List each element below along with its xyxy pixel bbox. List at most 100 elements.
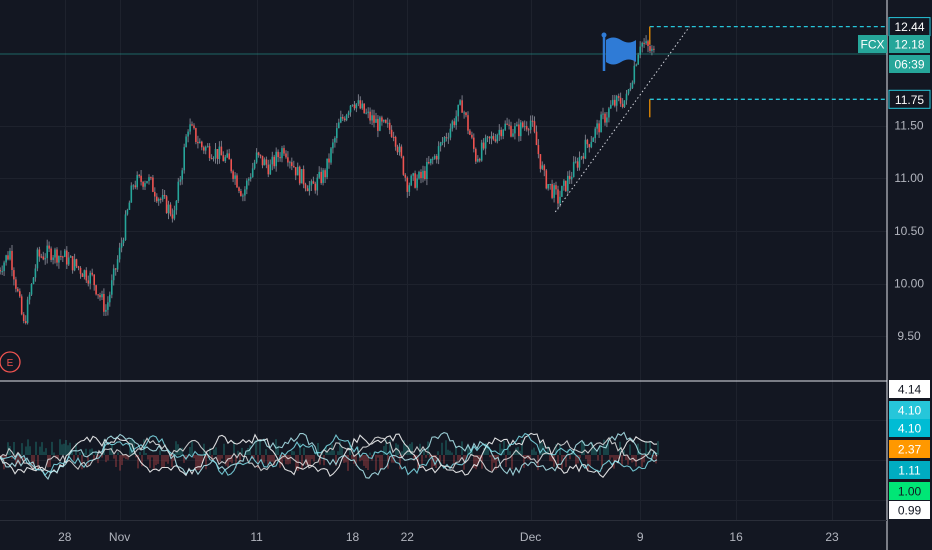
osc-tag bbox=[889, 440, 930, 458]
candle-body bbox=[83, 270, 86, 277]
osc-tag bbox=[889, 419, 930, 437]
candle-body bbox=[193, 125, 195, 129]
candle-body bbox=[531, 120, 534, 122]
candle-body bbox=[105, 309, 107, 312]
candle-body bbox=[157, 198, 160, 202]
candle-body bbox=[631, 82, 634, 89]
candle-body bbox=[580, 156, 583, 158]
candle-body bbox=[610, 104, 612, 109]
candle-body bbox=[322, 170, 324, 183]
candle-body bbox=[388, 122, 391, 130]
candle-body bbox=[175, 200, 178, 211]
candle-body bbox=[60, 256, 62, 257]
earnings-marker[interactable]: E bbox=[0, 351, 21, 373]
candle-body bbox=[508, 124, 510, 126]
candle-body bbox=[19, 291, 21, 297]
candle-body bbox=[420, 171, 422, 179]
level-tag-label: 12.44 bbox=[894, 20, 924, 34]
candle-body bbox=[608, 108, 610, 118]
candle-body bbox=[187, 131, 189, 137]
candle-body bbox=[643, 42, 645, 44]
candle-body bbox=[109, 294, 111, 303]
candle-body bbox=[185, 136, 187, 147]
candle-body bbox=[234, 175, 236, 179]
candle-body bbox=[621, 103, 624, 107]
candle-body bbox=[445, 137, 448, 139]
time-axis[interactable]: 28 Nov 11 18 22 Dec 9 16 23 bbox=[58, 530, 839, 544]
candle-body bbox=[111, 280, 113, 295]
candle-body bbox=[486, 136, 489, 138]
candle-body bbox=[355, 103, 358, 109]
candle-body bbox=[578, 157, 581, 168]
candle-body bbox=[324, 170, 326, 178]
candle-body bbox=[431, 158, 434, 160]
candle-body bbox=[66, 250, 68, 265]
candle-body bbox=[332, 142, 334, 149]
candle-body bbox=[197, 141, 199, 144]
candle-body bbox=[3, 262, 5, 272]
candle-body bbox=[537, 145, 540, 155]
x-tick-label: 23 bbox=[825, 530, 839, 544]
price-axis[interactable]: 9.50 10.00 10.50 11.00 11.50 12.44 11.75 bbox=[888, 17, 931, 344]
candle-body bbox=[469, 130, 471, 135]
candle-body bbox=[140, 175, 142, 182]
candle-body bbox=[212, 158, 215, 160]
x-tick-label: Nov bbox=[109, 530, 130, 544]
candle-body bbox=[210, 158, 213, 160]
candle-body bbox=[263, 159, 266, 166]
candle-body bbox=[255, 152, 258, 163]
osc-tag-label: 1.00 bbox=[898, 485, 922, 499]
last-price-tag-bg bbox=[889, 35, 930, 53]
candle-body bbox=[402, 156, 405, 175]
candle-body bbox=[304, 184, 307, 189]
candle-body bbox=[167, 204, 170, 214]
candle-body bbox=[99, 295, 101, 298]
candle-body bbox=[95, 285, 97, 295]
candle-body bbox=[459, 100, 461, 105]
candle-body bbox=[163, 195, 166, 197]
candle-body bbox=[639, 46, 641, 55]
level-tag-label: 11.75 bbox=[895, 93, 924, 107]
candle-body bbox=[653, 48, 655, 50]
candle-body bbox=[126, 209, 129, 215]
candle-body bbox=[502, 129, 504, 137]
candle-body bbox=[404, 174, 407, 178]
candle-body bbox=[279, 157, 281, 159]
flag-pole-cap bbox=[601, 32, 607, 38]
osc-tag bbox=[889, 482, 930, 500]
candle-body bbox=[623, 100, 626, 107]
candle-body bbox=[447, 137, 450, 139]
candle-body bbox=[349, 105, 352, 113]
osc-tag bbox=[889, 461, 930, 479]
candle-body bbox=[375, 119, 377, 123]
candle-body bbox=[293, 166, 295, 168]
candle-body bbox=[54, 249, 56, 258]
candle-body bbox=[67, 257, 70, 265]
candle-body bbox=[34, 268, 37, 278]
candle-body bbox=[345, 114, 348, 121]
candle-body bbox=[152, 177, 154, 192]
candle-body bbox=[592, 138, 594, 142]
candle-body bbox=[306, 188, 309, 192]
osc-tag bbox=[889, 401, 930, 419]
earnings-icon[interactable] bbox=[0, 351, 21, 373]
candle-body bbox=[161, 195, 164, 200]
symbol-tag-bg bbox=[858, 35, 887, 53]
candle-body bbox=[32, 277, 35, 284]
candle-body bbox=[222, 155, 225, 162]
candle-body bbox=[132, 185, 135, 187]
candle-body bbox=[539, 154, 542, 169]
candle-body bbox=[551, 184, 553, 198]
flag-marker[interactable] bbox=[601, 32, 637, 72]
candle-body bbox=[412, 173, 414, 176]
earnings-letter: E bbox=[7, 358, 14, 369]
candle-body bbox=[136, 175, 138, 188]
candle-body bbox=[173, 210, 176, 219]
candle-body bbox=[56, 249, 58, 263]
candle-body bbox=[298, 166, 301, 184]
candle-body bbox=[614, 99, 616, 106]
candle-body bbox=[612, 99, 614, 105]
y-tick-label: 10.50 bbox=[894, 224, 924, 238]
x-tick-label: 16 bbox=[729, 530, 743, 544]
